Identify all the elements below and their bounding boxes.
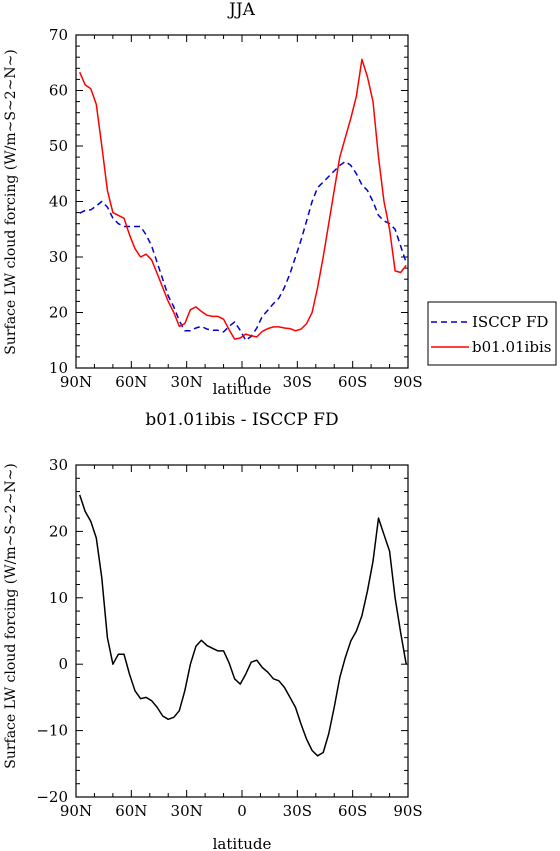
chart2-ytick-label: −20 — [36, 788, 68, 806]
chart2-ytick-label: 30 — [49, 456, 68, 474]
chart1-xtick-label: 90S — [393, 373, 422, 391]
chart1-series-b01-01ibis-line — [79, 58, 407, 340]
chart2-xtick-label: 0 — [237, 802, 247, 820]
chart1-xtick-label: 90N — [60, 373, 92, 391]
chart1-xtick-label: 60S — [338, 373, 367, 391]
chart1-ytick-label: 60 — [49, 82, 68, 100]
legend-label-isccp: ISCCP FD — [472, 313, 548, 331]
chart1-ytick-label: 10 — [49, 359, 68, 377]
chart1-xtick-label: 30S — [283, 373, 312, 391]
chart2-ytick-label: 10 — [49, 589, 68, 607]
chart2-ylabel: Surface LW cloud forcing (W/m~S~2~N~) — [3, 463, 19, 769]
chart2-ytick-label: 20 — [49, 522, 68, 540]
chart1-ytick-label: 40 — [49, 193, 68, 211]
chart1-ytick-label: 30 — [49, 248, 68, 266]
chart2-xtick-label: 30S — [283, 802, 312, 820]
chart2-xtick-label: 90S — [393, 802, 422, 820]
chart1-title: JJA — [227, 0, 256, 20]
legend-label-b01: b01.01ibis — [472, 338, 551, 356]
chart1-xtick-label: 30N — [171, 373, 203, 391]
chart1-ytick-label: 20 — [49, 304, 68, 322]
chart2-ytick-label: 0 — [58, 655, 68, 673]
chart1-series-isccp-fd-line — [79, 160, 407, 342]
chart1-ytick-label: 70 — [49, 26, 68, 44]
chart2-series-difference-line — [78, 494, 407, 757]
chart2-xtick-label: 30N — [171, 802, 203, 820]
chart2-plot-frame — [75, 464, 409, 798]
chart1-ytick-label: 50 — [49, 137, 68, 155]
chart1-xtick-label: 60N — [115, 373, 147, 391]
chart2-xtick-label: 90N — [60, 802, 92, 820]
chart2-xtick-label: 60S — [338, 802, 367, 820]
chart1-xlabel: latitude — [213, 380, 272, 398]
chart1-ylabel: Surface LW cloud forcing (W/m~S~2~N~) — [3, 49, 19, 355]
chart1-legend: ISCCP FD b01.01ibis — [427, 301, 557, 366]
chart2-ytick-label: −10 — [36, 722, 68, 740]
legend-box — [427, 301, 557, 366]
chart1-xtick-label: 0 — [237, 373, 247, 391]
chart2-title: b01.01ibis - ISCCP FD — [145, 410, 338, 430]
chart2-xtick-label: 60N — [115, 802, 147, 820]
chart2-xlabel: latitude — [213, 835, 272, 851]
